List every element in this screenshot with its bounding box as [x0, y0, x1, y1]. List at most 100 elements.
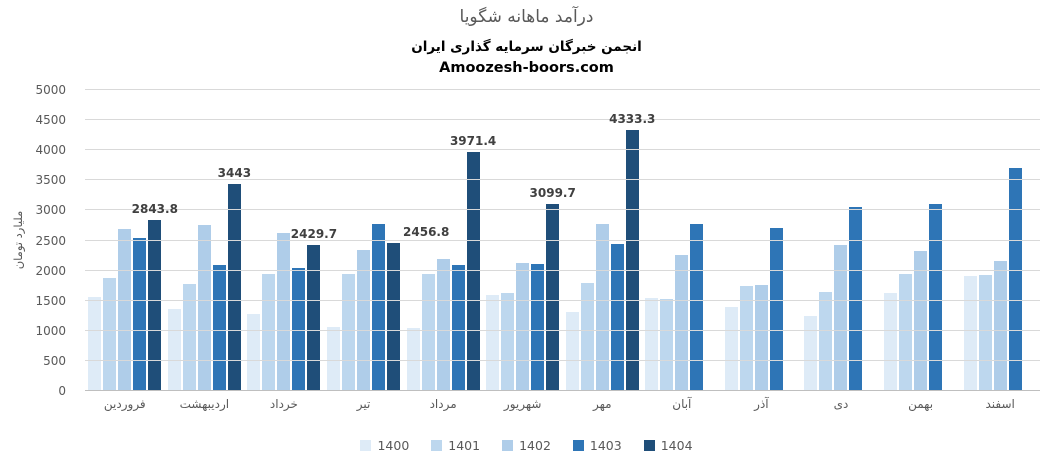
legend-swatch: [360, 440, 372, 451]
x-axis-label: خرداد: [269, 397, 298, 411]
bar-slot: [516, 90, 530, 391]
bar-value-label: 3443: [217, 165, 252, 180]
bar-slot: [88, 90, 102, 391]
gridline: [85, 119, 1040, 121]
bar-slot: [580, 90, 594, 391]
bar-slot: [804, 90, 818, 391]
gridline: [85, 359, 1040, 361]
legend-item-1404: 1404: [643, 438, 693, 453]
bar-slot: [978, 90, 992, 391]
legend-label: 1401: [448, 438, 481, 453]
legend-label: 1403: [589, 438, 622, 453]
bar-slot: [724, 90, 738, 391]
chart-website-text: Amoozesh-boors.com: [439, 60, 614, 76]
bar-1402: [357, 249, 371, 391]
bar-slot: [421, 90, 435, 391]
bar-1402: [516, 263, 530, 391]
bar-1403: [451, 265, 465, 391]
bar-slot: [610, 90, 624, 391]
bar-1401: [182, 284, 196, 391]
legend-swatch: [643, 440, 655, 451]
bar-group: [642, 90, 722, 391]
bar-value-label: 2429.7: [290, 226, 338, 241]
bar-1400: [406, 328, 420, 391]
bar-group: 2456.8: [324, 90, 449, 391]
bar-slot: [133, 90, 147, 391]
bar-1404: [625, 130, 639, 391]
bar-group: [722, 90, 802, 391]
y-axis-tick: 2000: [35, 263, 66, 278]
bar-1402: [675, 254, 689, 391]
bar-slot: [660, 90, 674, 391]
bar-slot: [849, 90, 863, 391]
y-axis-tick: 1500: [35, 293, 66, 308]
bar-1403: [372, 223, 386, 391]
bar-1400: [167, 308, 181, 391]
bar-slot: [436, 90, 450, 391]
bar-slot: [739, 90, 753, 391]
x-axis-label: شهریور: [503, 397, 542, 411]
bar-1402: [993, 260, 1007, 391]
bar-slot: [993, 90, 1007, 391]
bar-slot: [914, 90, 928, 391]
legend-item-1400: 1400: [360, 438, 409, 453]
bar-group: 2843.8: [85, 90, 178, 391]
bar-1403: [610, 243, 624, 391]
bar-slot: [342, 90, 356, 391]
bar-slot: [182, 90, 196, 391]
x-axis-label: اردیبهشت: [179, 397, 230, 411]
y-axis-tick: 2500: [35, 233, 66, 248]
bar-slot: [103, 90, 117, 391]
bar-group: 3443: [165, 90, 251, 391]
bar-1401: [660, 298, 674, 391]
bar-1400: [724, 306, 738, 391]
legend-label: 1400: [377, 438, 410, 453]
y-axis-tick: 0: [58, 384, 66, 398]
bar-1402: [277, 232, 291, 391]
bar-1401: [421, 274, 435, 391]
bar-slot: 4333.3: [609, 90, 655, 391]
bar-slot: [406, 90, 420, 391]
bar-1401: [103, 277, 117, 391]
bar-slot: [705, 90, 718, 391]
bar-1403: [769, 228, 783, 391]
bar-group: [801, 90, 881, 391]
bar-1401: [819, 292, 833, 391]
bar-1401: [262, 273, 276, 391]
bar-slot: [372, 90, 386, 391]
bar-slot: [754, 90, 768, 391]
bar-1401: [501, 292, 515, 391]
bar-slot: [167, 90, 181, 391]
bar-slot: [486, 90, 500, 391]
bar-slot: [262, 90, 276, 391]
bar-slot: [451, 90, 465, 391]
bar-group: 2429.7: [244, 90, 337, 391]
y-axis: 0 500 1000 1500 2000 2500 3000 3500 4000 4500 5000: [0, 83, 76, 398]
x-axis-label: فروردین: [103, 397, 146, 411]
gridline: [85, 179, 1040, 181]
legend-label: 1402: [519, 438, 551, 453]
legend-swatch: [572, 440, 584, 451]
bar-value-label: 2843.8: [131, 201, 178, 216]
bar-1401: [739, 285, 753, 391]
plot-area: 2843.8 3443 2429.7 2456.8 3971.4 3099.7 4333.3: [85, 89, 1040, 391]
bar-group: 3971.4: [403, 90, 496, 391]
bar-slot: 3443: [218, 90, 251, 391]
bar-1401: [899, 273, 913, 391]
x-axis-label: دی: [833, 397, 849, 411]
x-axis-label: مرداد: [429, 397, 457, 411]
chart-title: درآمد ماهانه شگویا: [459, 7, 594, 27]
bar-value-label: 2456.8: [403, 225, 450, 240]
x-axis-label: بهمن: [908, 397, 934, 411]
bar-group: [881, 90, 961, 391]
bar-1400: [884, 293, 898, 391]
y-axis-tick: 3000: [35, 203, 66, 218]
bar-slot: 3099.7: [530, 90, 576, 391]
legend-swatch: [502, 440, 514, 451]
bar-slot: [929, 90, 943, 391]
bar-group: [960, 90, 1040, 391]
y-axis-tick: 4500: [35, 113, 66, 128]
bar-slot: 2843.8: [132, 90, 178, 391]
legend-item-1401: 1401: [431, 438, 480, 453]
legend-swatch: [431, 440, 443, 451]
